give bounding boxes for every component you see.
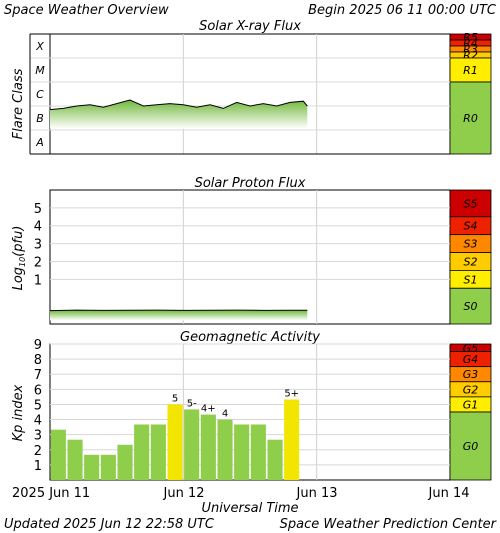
kp-bar-label: 5 xyxy=(172,393,178,404)
xray-title: Solar X-ray Flux xyxy=(199,19,301,34)
xray-flux-fill xyxy=(50,100,308,129)
x-tick-jun14: Jun 14 xyxy=(428,486,470,501)
proton-y-tick: 2 xyxy=(34,255,42,270)
xray-flux-line xyxy=(49,99,308,111)
proton-y-tick: 1 xyxy=(34,273,42,288)
kp-bar xyxy=(134,424,150,480)
kp-scale-label: G3 xyxy=(463,368,479,381)
proton-y-tick: 3 xyxy=(34,238,42,253)
proton-flux-fill xyxy=(50,310,308,321)
begin-time: Begin 2025 06 11 00:00 UTC xyxy=(308,3,497,18)
kp-scale-label: G4 xyxy=(463,353,479,366)
xray-ylabel: Flare Class xyxy=(11,68,26,139)
kp-bar-label: 5+ xyxy=(284,389,299,400)
kp-bar xyxy=(217,419,233,480)
kp-bar xyxy=(184,409,200,480)
kp-bar xyxy=(50,429,66,480)
xray-scale-label: R1 xyxy=(463,64,478,77)
xray-y-tick: C xyxy=(36,88,44,101)
kp-y-tick: 9 xyxy=(34,338,42,353)
kp-bar xyxy=(267,439,283,480)
swpc-credit: Space Weather Prediction Center xyxy=(280,517,498,532)
panel-proton: S5 S4 S3 S2 S1 S0 1 2 3 4 5 xyxy=(34,189,492,325)
kp-bar xyxy=(250,424,266,480)
proton-scale-label: S3 xyxy=(464,238,478,251)
proton-y-tick: 5 xyxy=(34,202,42,217)
xray-y-tick: M xyxy=(35,64,45,77)
proton-scale-s0 xyxy=(449,287,492,325)
proton-scale-label: S2 xyxy=(464,255,478,268)
kp-y-tick: 8 xyxy=(34,353,42,368)
kp-scale-label: G1 xyxy=(463,398,479,411)
kp-y-tick: 2 xyxy=(34,444,42,459)
updated-time: Updated 2025 Jun 12 22:58 UTC xyxy=(4,517,215,532)
kp-bar-label: 4 xyxy=(222,409,228,420)
xray-y-tick: X xyxy=(35,40,44,53)
kp-bar-label: 5- xyxy=(187,398,197,409)
proton-ylabel: Log10(pfu) xyxy=(11,226,27,291)
kp-y-tick: 3 xyxy=(34,429,42,444)
xray-scale-r0 xyxy=(449,81,492,155)
kp-ylabel: Kp index xyxy=(11,384,26,441)
x-tick-jun13: Jun 13 xyxy=(296,486,338,501)
kp-bar xyxy=(67,439,83,480)
kp-bar xyxy=(284,399,300,480)
proton-plot-area xyxy=(49,189,451,325)
kp-y-tick: 7 xyxy=(34,368,42,383)
kp-bar xyxy=(84,454,100,480)
kp-y-tick: 4 xyxy=(34,414,42,429)
kp-bar-label: 4+ xyxy=(201,404,216,415)
kp-bar xyxy=(234,424,250,480)
kp-y-tick: 6 xyxy=(34,383,42,398)
proton-y-tick: 4 xyxy=(34,220,42,235)
proton-title: Solar Proton Flux xyxy=(195,176,306,191)
xray-scale-r1 xyxy=(449,57,492,83)
kp-plot-area xyxy=(49,343,451,481)
x-axis-label: Universal Time xyxy=(201,501,298,516)
xray-y-tick: A xyxy=(35,136,44,149)
xray-scale-label: R0 xyxy=(463,112,478,125)
kp-bar xyxy=(200,414,216,480)
page-title: Space Weather Overview xyxy=(4,3,169,18)
chart-panels: R5R4R3R2R1R0ABCMXS5S4S3S2S1S012345G5G4G3… xyxy=(29,31,492,481)
x-tick-jun12: Jun 12 xyxy=(163,486,205,501)
proton-scale-label: S5 xyxy=(464,197,478,210)
kp-bar xyxy=(100,454,116,480)
geomag-title: Geomagnetic Activity xyxy=(180,330,320,345)
xray-y-tick: B xyxy=(36,112,44,125)
proton-scale-label: S0 xyxy=(464,300,478,313)
kp-scale-label: G0 xyxy=(463,440,479,453)
kp-bar xyxy=(117,444,133,480)
xray-plot-area xyxy=(49,33,451,155)
kp-y-tick: 1 xyxy=(34,459,42,474)
proton-flux-line xyxy=(49,309,308,312)
x-tick-jun11: 2025 Jun 11 xyxy=(12,486,90,501)
proton-scale-label: S4 xyxy=(464,220,478,233)
kp-scale-g0 xyxy=(449,411,492,481)
kp-y-tick: 5 xyxy=(34,398,42,413)
kp-bar xyxy=(150,424,166,480)
kp-bar xyxy=(167,404,183,480)
proton-scale-label: S1 xyxy=(464,273,478,286)
kp-scale-label: G2 xyxy=(463,383,479,396)
